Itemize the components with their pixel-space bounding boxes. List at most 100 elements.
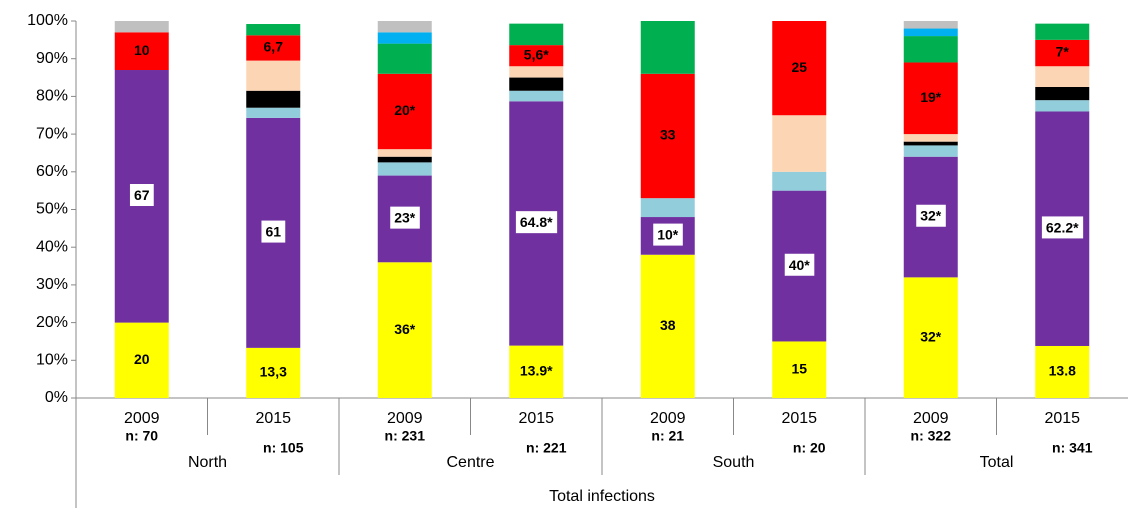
- y-tick-label: 10%: [36, 352, 68, 369]
- x-sublabel: n: 21: [651, 428, 684, 444]
- data-label: 40*: [789, 257, 811, 273]
- data-label: 13.8: [1049, 363, 1076, 379]
- x-tick-label: 2009: [650, 410, 686, 427]
- bar-segment: [509, 45, 564, 67]
- y-tick-label: 20%: [36, 314, 68, 331]
- data-label: 6,7: [264, 39, 284, 55]
- bar-segment: [509, 345, 564, 398]
- bar-segment: [377, 43, 432, 74]
- bar-segment: [509, 23, 564, 46]
- x-sublabel: n: 70: [125, 428, 158, 444]
- bar-segment: [903, 277, 958, 398]
- data-label-box: [261, 220, 286, 243]
- data-label: 33: [660, 127, 676, 143]
- y-tick-label: 0%: [45, 389, 68, 406]
- bar-segment: [772, 171, 827, 191]
- data-label-box: [653, 223, 683, 246]
- bar-segment: [246, 90, 301, 108]
- data-label-box: [515, 211, 558, 234]
- data-label-box: [916, 204, 946, 227]
- data-label: 23*: [394, 210, 416, 226]
- data-label: 61: [265, 224, 281, 240]
- y-tick-label: 90%: [36, 50, 68, 67]
- x-tick-label: 2009: [387, 410, 423, 427]
- bar-segment: [246, 107, 301, 118]
- x-sublabel: n: 105: [263, 440, 304, 456]
- x-tick-label: 2015: [1044, 410, 1080, 427]
- bar-segment: [903, 141, 958, 146]
- bar-segment: [640, 254, 695, 398]
- bar-segment: [772, 21, 827, 116]
- bar-segment: [509, 77, 564, 91]
- data-label-box: [1041, 216, 1084, 239]
- data-label: 10: [134, 42, 150, 58]
- bar-segment: [377, 262, 432, 398]
- bar-segment: [903, 21, 958, 29]
- data-label: 67: [134, 187, 150, 203]
- bar-segment: [377, 156, 432, 163]
- bar-segment: [903, 145, 958, 157]
- x-tick-label: 2015: [781, 410, 817, 427]
- bar-segment: [114, 21, 169, 33]
- bar-segment: [509, 90, 564, 102]
- bar-segment: [114, 32, 169, 71]
- bar-segment: [1035, 39, 1090, 67]
- bar-segment: [246, 60, 301, 91]
- bar-segment: [377, 149, 432, 157]
- bar-segment: [377, 73, 432, 150]
- group-label: North: [188, 454, 227, 471]
- y-tick-label: 80%: [36, 88, 68, 105]
- y-tick-label: 50%: [36, 201, 68, 218]
- bar-segment: [1035, 86, 1090, 101]
- data-label: 36*: [394, 321, 416, 337]
- data-label: 13.9*: [520, 363, 553, 379]
- data-label: 15: [791, 360, 807, 376]
- y-tick-label: 40%: [36, 238, 68, 255]
- x-sublabel: n: 341: [1052, 440, 1093, 456]
- x-sublabel: n: 322: [911, 428, 952, 444]
- bar-segment: [903, 36, 958, 63]
- group-label: Centre: [446, 454, 494, 471]
- data-label: 25: [791, 59, 807, 75]
- bar-segment: [903, 134, 958, 142]
- data-label: 5,6*: [524, 46, 549, 62]
- bar-segment: [377, 32, 432, 44]
- data-label: 64.8*: [520, 214, 553, 230]
- group-label: South: [713, 454, 755, 471]
- data-label: 20: [134, 351, 150, 367]
- bar-segment: [509, 66, 564, 78]
- data-label: 32*: [920, 208, 942, 224]
- data-label: 10*: [657, 227, 679, 243]
- data-label: 32*: [920, 328, 942, 344]
- bar-segment: [772, 115, 827, 172]
- x-tick-label: 2015: [518, 410, 554, 427]
- bar-segment: [1035, 23, 1090, 40]
- x-sublabel: n: 221: [526, 440, 567, 456]
- bar-segment: [903, 28, 958, 37]
- data-label-box: [390, 206, 420, 229]
- data-label: 13,3: [260, 364, 287, 380]
- bar-segment: [246, 24, 301, 36]
- bar-segment: [114, 322, 169, 398]
- data-label: 20*: [394, 102, 416, 118]
- bar-segment: [1035, 66, 1090, 87]
- bar-segment: [640, 21, 695, 74]
- data-label: 38: [660, 317, 676, 333]
- bar-segment: [1035, 345, 1090, 398]
- bar-segment: [246, 347, 301, 398]
- data-label: 19*: [920, 89, 942, 105]
- x-tick-label: 2009: [124, 410, 160, 427]
- bar-segment: [377, 162, 432, 176]
- bar-segment: [377, 21, 432, 33]
- y-tick-label: 30%: [36, 276, 68, 293]
- bar-segment: [772, 341, 827, 398]
- data-label: 62.2*: [1046, 219, 1079, 235]
- group-label: Total: [980, 454, 1014, 471]
- x-sublabel: n: 20: [793, 440, 826, 456]
- data-label-box: [129, 184, 154, 207]
- y-tick-label: 70%: [36, 125, 68, 142]
- bar-segment: [246, 35, 301, 61]
- bar-segment: [640, 198, 695, 218]
- x-axis-title: Total infections: [549, 488, 655, 505]
